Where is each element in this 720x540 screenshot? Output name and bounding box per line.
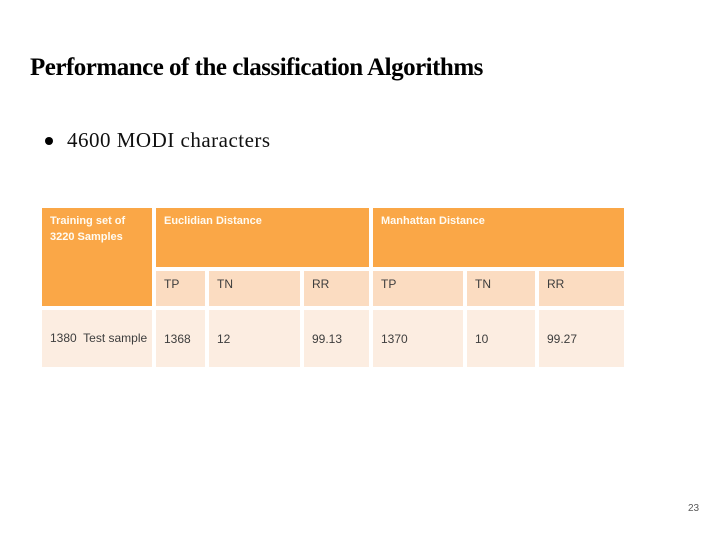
slide-title: Performance of the classification Algori… xyxy=(30,54,483,81)
table-group-header-manhattan: Manhattan Distance xyxy=(373,208,624,267)
table-subheader-euclidian-tn: TN xyxy=(209,271,300,306)
table-row-label: 1380 Test sample xyxy=(42,310,152,367)
page-number: 23 xyxy=(688,503,700,514)
table-cell-manhattan-rr: 99.27 xyxy=(539,310,624,367)
table-cell-euclidian-tn: 12 xyxy=(209,310,300,367)
table-corner-header: Training set of 3220 Samples xyxy=(42,208,152,306)
table-cell-euclidian-tp: 1368 xyxy=(156,310,205,367)
table-cell-manhattan-tp: 1370 xyxy=(373,310,463,367)
table-subheader-euclidian-tp: TP xyxy=(156,271,205,306)
table-cell-manhattan-tn: 10 xyxy=(467,310,535,367)
table-subheader-euclidian-rr: RR xyxy=(304,271,369,306)
table-subheader-manhattan-tn: TN xyxy=(467,271,535,306)
results-table: Training set of 3220 Samples Euclidian D… xyxy=(42,208,624,367)
table-subheader-manhattan-rr: RR xyxy=(539,271,624,306)
bullet-item: 4600 MODI characters xyxy=(45,128,271,153)
table-subheader-manhattan-tp: TP xyxy=(373,271,463,306)
bullet-marker-icon xyxy=(45,136,53,145)
table-cell-euclidian-rr: 99.13 xyxy=(304,310,369,367)
table-group-header-euclidian: Euclidian Distance xyxy=(156,208,369,267)
bullet-text: 4600 MODI characters xyxy=(67,128,271,152)
table-row-label-text: 1380 Test sample xyxy=(50,331,148,346)
